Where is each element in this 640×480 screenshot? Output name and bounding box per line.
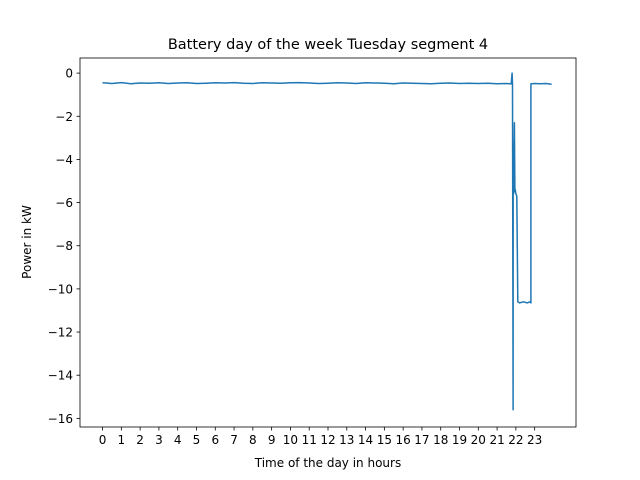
chart-title: Battery day of the week Tuesday segment …	[168, 37, 488, 53]
x-tick-label: 17	[414, 433, 429, 447]
x-tick-label: 4	[174, 433, 182, 447]
x-tick-label: 15	[377, 433, 392, 447]
x-tick-label: 11	[302, 433, 317, 447]
y-tick-label: −10	[48, 282, 73, 296]
y-tick-label: −14	[48, 369, 73, 383]
y-tick-label: −6	[55, 196, 73, 210]
x-tick-label: 5	[193, 433, 201, 447]
x-tick-label: 16	[396, 433, 411, 447]
x-tick-label: 0	[99, 433, 107, 447]
x-tick-label: 19	[452, 433, 467, 447]
x-tick-label: 1	[118, 433, 126, 447]
x-tick-label: 3	[155, 433, 163, 447]
x-tick-label: 18	[433, 433, 448, 447]
x-axis: 0 1 2 3 4 5 6 7 8 9 10 11 12 13 14 15 16 17 18 19 20 21 22 23	[99, 427, 542, 447]
x-tick-label: 20	[471, 433, 486, 447]
x-tick-label: 10	[283, 433, 298, 447]
x-tick-label: 21	[489, 433, 504, 447]
plot-frame	[79, 57, 577, 428]
x-tick-label: 22	[508, 433, 523, 447]
x-tick-label: 23	[527, 433, 542, 447]
x-tick-label: 8	[249, 433, 257, 447]
y-tick-label: −16	[48, 412, 73, 426]
y-axis-label: Power in kW	[20, 205, 34, 279]
plot-area	[102, 72, 552, 411]
y-tick-label: −2	[55, 110, 73, 124]
x-tick-label: 7	[230, 433, 238, 447]
power-series-line	[102, 72, 552, 411]
x-axis-label: Time of the day in hours	[254, 456, 401, 470]
x-tick-label: 14	[358, 433, 373, 447]
y-tick-label: −12	[48, 326, 73, 340]
y-tick-label: −4	[55, 153, 73, 167]
x-tick-label: 9	[268, 433, 276, 447]
y-tick-label: 0	[65, 67, 73, 81]
x-tick-label: 12	[320, 433, 335, 447]
x-tick-label: 2	[136, 433, 144, 447]
x-tick-label: 13	[339, 433, 354, 447]
y-tick-label: −8	[55, 239, 73, 253]
y-axis: 0 −2 −4 −6 −8 −10 −12 −14 −16	[48, 67, 80, 426]
x-tick-label: 6	[211, 433, 219, 447]
